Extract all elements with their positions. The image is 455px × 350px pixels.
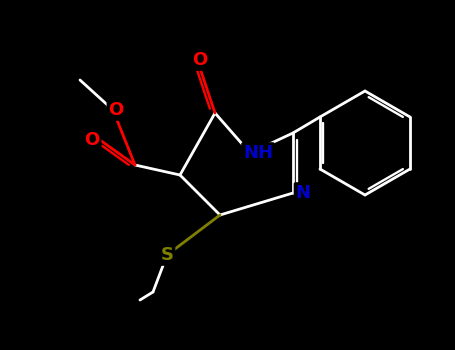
Text: NH: NH <box>243 144 273 162</box>
Text: O: O <box>108 101 124 119</box>
Text: N: N <box>295 184 310 202</box>
Text: O: O <box>192 51 207 69</box>
Text: S: S <box>161 246 173 264</box>
Text: O: O <box>84 131 100 149</box>
